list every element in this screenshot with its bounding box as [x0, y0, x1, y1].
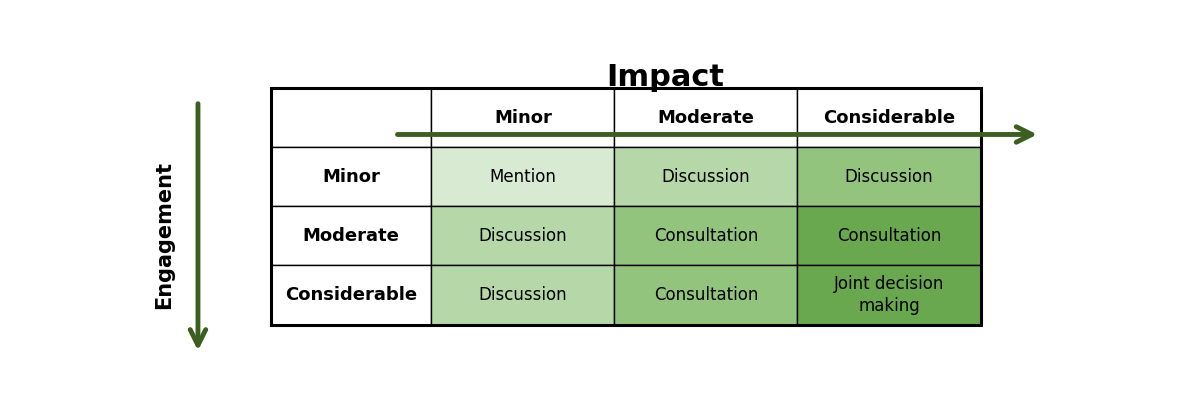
Text: Consultation: Consultation: [654, 227, 758, 245]
Text: Moderate: Moderate: [302, 227, 399, 245]
Text: Discussion: Discussion: [478, 227, 567, 245]
Text: Impact: Impact: [606, 63, 724, 92]
Bar: [797, 206, 980, 266]
Text: Joint decision
making: Joint decision making: [834, 275, 944, 315]
Text: Consultation: Consultation: [654, 286, 758, 304]
Text: Consultation: Consultation: [837, 227, 941, 245]
Bar: [797, 147, 980, 206]
Bar: [431, 266, 614, 325]
Text: Considerable: Considerable: [823, 109, 955, 127]
Bar: [431, 147, 614, 206]
Text: Discussion: Discussion: [478, 286, 567, 304]
Bar: [797, 88, 980, 147]
Text: Minor: Minor: [494, 109, 552, 127]
Bar: [614, 266, 797, 325]
Bar: [614, 147, 797, 206]
Text: Discussion: Discussion: [844, 168, 933, 186]
Text: Engagement: Engagement: [154, 161, 174, 309]
Bar: [272, 147, 431, 206]
Bar: [272, 206, 431, 266]
Bar: [797, 266, 980, 325]
Text: Discussion: Discussion: [661, 168, 750, 186]
Bar: [431, 88, 614, 147]
Text: Moderate: Moderate: [658, 109, 755, 127]
Bar: [272, 88, 980, 325]
Bar: [614, 88, 797, 147]
Bar: [272, 266, 431, 325]
Bar: [272, 88, 431, 147]
Bar: [431, 206, 614, 266]
Text: Minor: Minor: [322, 168, 380, 186]
Text: Mention: Mention: [489, 168, 556, 186]
Bar: [614, 206, 797, 266]
Text: Considerable: Considerable: [285, 286, 417, 304]
